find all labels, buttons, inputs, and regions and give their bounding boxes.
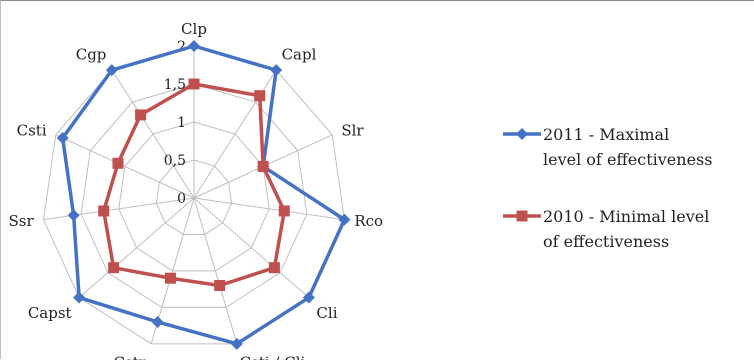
grid-spoke [193,197,345,221]
legend: 2011 - Maximal level of effectiveness 2010… [503,125,712,251]
category-label: Csti [17,122,47,140]
data-point [98,205,110,217]
radial-ticks: 0 0,5 1 1,5 2 [164,39,186,207]
tick-label: 2 [177,39,186,55]
grid-spoke [193,197,310,298]
grid-ring [155,159,233,235]
grid-spoke [111,69,195,199]
category-label: Capl [282,46,317,64]
legend-marker [516,128,528,140]
legend-label: level of effectiveness [543,150,712,169]
category-label: Csti / Cli [240,353,306,360]
category-labels: Clp Capl Slr Rco Cli Csti / Cli Cstp Capst Ssr Cs… [8,20,383,364]
grid-spoke [193,197,238,344]
data-point [135,109,147,121]
data-point [270,64,283,77]
data-point [214,280,226,292]
data-point [188,78,200,90]
legend-label: 2010 - Minimal level [543,207,709,226]
category-label: Clp [181,20,207,38]
tick-label: 0,5 [164,153,186,169]
category-label: Cli [316,304,337,322]
data-point [105,64,118,77]
category-label: Ssr [8,212,34,230]
series-layer [56,40,351,350]
grid-spoke [43,197,195,221]
legend-label: of effectiveness [543,232,669,251]
category-label: Cgp [76,46,107,64]
grid-spoke [78,197,195,298]
category-label: Capst [28,304,72,322]
category-label: Cstp [114,353,149,360]
data-point [338,213,351,226]
data-point [112,157,124,169]
grid-spoke [55,134,195,199]
data-point [56,132,69,145]
category-label: Rco [354,212,383,230]
data-point [108,262,120,274]
data-point [164,272,176,284]
data-point [278,205,290,217]
data-point [254,90,266,102]
data-point [302,291,315,304]
data-point [230,337,243,350]
data-point [73,291,86,304]
series-line [60,44,347,346]
legend-marker [516,210,528,222]
data-point [67,209,80,222]
legend-label: 2011 - Maximal [543,125,669,144]
grid-ring [80,83,308,308]
tick-label: 1 [177,115,186,131]
category-label: Slr [341,122,364,140]
tick-label: 0 [177,191,186,207]
data-point [257,160,269,172]
tick-label: 1,5 [164,77,186,93]
series-line [101,82,287,288]
grid-ring [43,45,345,345]
data-point [151,315,164,328]
radar-grid [43,45,345,345]
data-point [188,40,200,52]
data-point [268,262,280,274]
